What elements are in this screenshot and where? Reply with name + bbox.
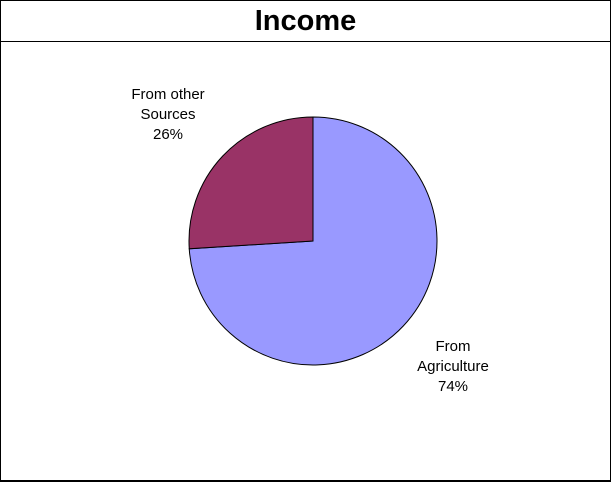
slice-label-0-line-0: From bbox=[436, 338, 471, 355]
slice-label-1-line-2: 26% bbox=[153, 126, 183, 143]
pie-slice-1 bbox=[188, 116, 314, 250]
slice-label-1-line-1: Sources bbox=[140, 106, 195, 123]
slice-label-1-line-0: From other bbox=[131, 86, 204, 103]
slice-label-0-line-1: Agriculture bbox=[417, 358, 489, 375]
chart-title: Income bbox=[1, 1, 610, 42]
slice-label-0-line-2: 74% bbox=[438, 378, 468, 395]
